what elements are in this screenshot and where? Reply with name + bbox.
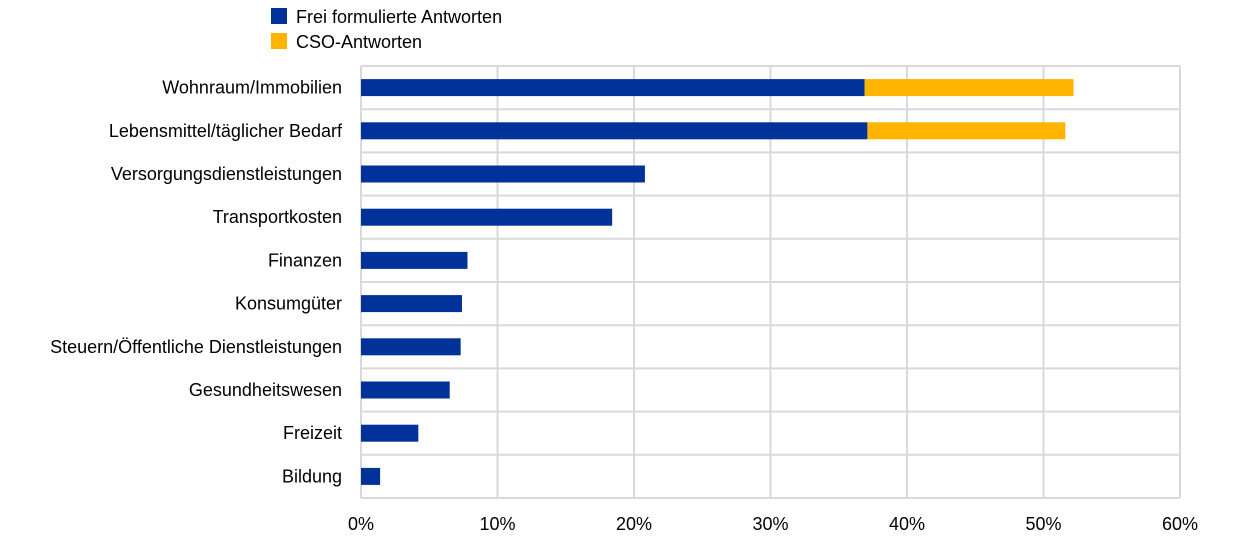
y-tick-label: Steuern/Öffentliche Dienstleistungen	[50, 337, 342, 357]
x-tick-label: 0%	[348, 514, 374, 534]
y-tick-label: Konsumgüter	[235, 294, 342, 314]
legend-swatch	[271, 8, 287, 24]
y-tick-label: Bildung	[282, 466, 342, 486]
x-tick-label: 50%	[1025, 514, 1061, 534]
legend-label: Frei formulierte Antworten	[296, 7, 502, 27]
bar-cso	[867, 122, 1066, 140]
y-tick-label: Finanzen	[268, 250, 342, 270]
x-tick-label: 30%	[752, 514, 788, 534]
y-tick-label: Gesundheitswesen	[189, 380, 342, 400]
legend-swatch	[271, 33, 287, 49]
bar-frei	[361, 122, 868, 140]
bar-frei	[361, 208, 613, 226]
bar-frei	[361, 79, 865, 97]
bar-frei	[361, 467, 381, 485]
y-tick-label: Wohnraum/Immobilien	[162, 78, 342, 98]
bar-frei	[361, 338, 461, 356]
x-tick-label: 60%	[1162, 514, 1198, 534]
x-tick-label: 40%	[889, 514, 925, 534]
x-tick-label: 20%	[616, 514, 652, 534]
y-tick-label: Transportkosten	[213, 207, 342, 227]
bar-cso	[864, 79, 1074, 97]
bar-frei	[361, 424, 419, 442]
y-tick-label: Lebensmittel/täglicher Bedarf	[109, 121, 343, 141]
legend-label: CSO-Antworten	[296, 32, 422, 52]
bar-frei	[361, 165, 645, 183]
bar-frei	[361, 295, 463, 313]
x-tick-label: 10%	[479, 514, 515, 534]
y-tick-label: Versorgungsdienstleistungen	[111, 164, 342, 184]
bar-frei	[361, 251, 468, 269]
y-tick-label: Freizeit	[283, 423, 342, 443]
bar-frei	[361, 381, 450, 399]
